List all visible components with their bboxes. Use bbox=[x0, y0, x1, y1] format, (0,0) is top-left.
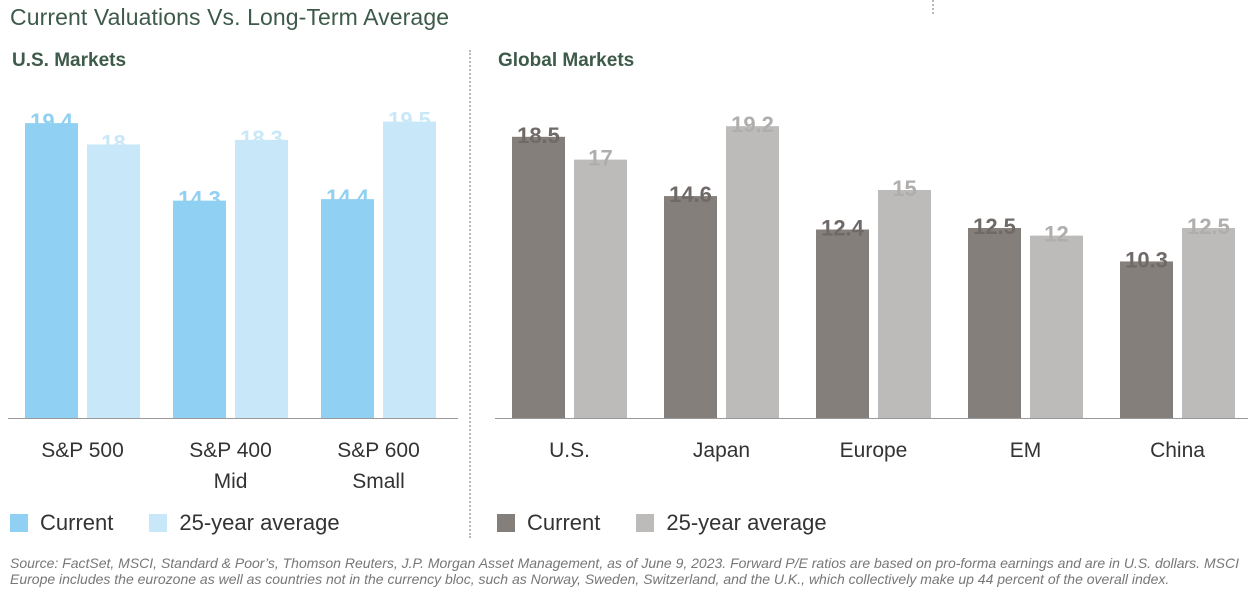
source-note: Source: FactSet, MSCI, Standard & Poor’s… bbox=[10, 555, 1239, 587]
global-markets-bar-chart: 18.5 17 U.S. 14.6 19.2 Japan 12.4 15 Europe 12.5 1… bbox=[495, 112, 1248, 462]
category-label: U.S. bbox=[549, 439, 590, 462]
category-label: China bbox=[1150, 439, 1205, 462]
legend-label: Current bbox=[527, 510, 601, 535]
bar-value-label: 19.2 bbox=[731, 112, 774, 137]
bar-25-year-average bbox=[726, 126, 779, 418]
bar-value-label: 18 bbox=[101, 130, 125, 155]
us-legend-average: 25-year average bbox=[149, 510, 340, 536]
bar-current bbox=[816, 229, 869, 418]
bar-current bbox=[968, 228, 1021, 418]
bar-value-label: 19.4 bbox=[30, 109, 74, 134]
category-label: S&P 600 bbox=[337, 439, 420, 462]
chart-title: Current Valuations Vs. Long-Term Average bbox=[10, 4, 450, 30]
us-markets-bar-chart: 19.4 18 S&P 500 14.3 18.3 S&P 400 Mid 14.4 19.5 S… bbox=[8, 108, 458, 493]
global-legend-current: Current bbox=[497, 510, 600, 536]
bar-value-label: 19.5 bbox=[388, 108, 431, 133]
category-label: Small bbox=[352, 470, 405, 493]
bar-current bbox=[1120, 261, 1173, 418]
bar-value-label: 14.4 bbox=[326, 185, 370, 210]
bar-value-label: 12.5 bbox=[1187, 214, 1230, 239]
category-label: Mid bbox=[214, 470, 248, 493]
category-label: S&P 500 bbox=[41, 439, 124, 462]
bar-value-label: 14.6 bbox=[669, 182, 712, 207]
category-label: S&P 400 bbox=[189, 439, 272, 462]
bar-value-label: 12.5 bbox=[973, 214, 1016, 239]
bar-current bbox=[664, 196, 717, 418]
category-label: Europe bbox=[840, 439, 908, 462]
legend-label: 25-year average bbox=[666, 510, 827, 535]
bar-value-label: 12 bbox=[1044, 222, 1068, 247]
bar-value-label: 18.3 bbox=[240, 126, 283, 151]
bar-value-label: 14.3 bbox=[178, 187, 221, 212]
legend-swatch bbox=[149, 514, 168, 532]
bar-current bbox=[321, 199, 374, 418]
legend-swatch bbox=[636, 514, 655, 532]
bar-25-year-average bbox=[383, 121, 436, 418]
bar-25-year-average bbox=[574, 159, 627, 418]
legend-label: Current bbox=[40, 510, 114, 535]
us-legend: Current 25-year average bbox=[10, 510, 376, 536]
legend-label: 25-year average bbox=[179, 510, 340, 535]
bar-current bbox=[173, 200, 226, 418]
legend-swatch bbox=[497, 514, 515, 532]
us-markets-title: U.S. Markets bbox=[12, 50, 127, 71]
bar-value-label: 17 bbox=[588, 146, 612, 171]
global-markets-title: Global Markets bbox=[498, 50, 635, 71]
panel-divider bbox=[469, 50, 471, 538]
bar-value-label: 10.3 bbox=[1125, 247, 1168, 272]
category-label: EM bbox=[1010, 439, 1042, 462]
bar-25-year-average bbox=[878, 190, 931, 418]
global-legend: Current 25-year average bbox=[497, 510, 863, 536]
bar-25-year-average bbox=[1030, 235, 1083, 418]
bar-value-label: 12.4 bbox=[821, 216, 865, 241]
category-label: Japan bbox=[693, 439, 750, 462]
bar-25-year-average bbox=[87, 144, 140, 418]
global-legend-average: 25-year average bbox=[636, 510, 827, 536]
bar-current bbox=[25, 123, 78, 419]
bar-value-label: 18.5 bbox=[517, 123, 560, 148]
us-legend-current: Current bbox=[10, 510, 113, 536]
bar-current bbox=[512, 136, 565, 419]
dotted-marker bbox=[932, 0, 934, 14]
legend-swatch bbox=[10, 514, 28, 532]
bar-value-label: 15 bbox=[892, 176, 916, 201]
bar-25-year-average bbox=[235, 139, 288, 418]
bar-25-year-average bbox=[1182, 228, 1235, 418]
